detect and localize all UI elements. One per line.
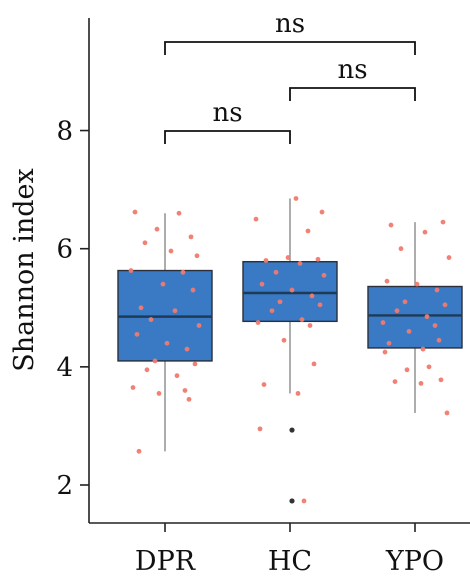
dpr-point-4	[142, 240, 148, 246]
y-tick-label-8: 8	[56, 117, 73, 147]
y-tick-label-2: 2	[56, 471, 73, 501]
dpr-point-14	[196, 323, 202, 328]
dpr-point-24	[156, 391, 162, 396]
dpr-point-0	[132, 209, 138, 215]
dpr-point-25	[186, 396, 192, 402]
ypo-point-23	[418, 380, 424, 386]
ypo-point-15	[436, 337, 442, 343]
dpr-point-16	[164, 340, 170, 346]
bracket-dpr-ypo	[164, 41, 416, 55]
hc-point-23	[257, 426, 263, 432]
sig-label-dpr-hc: ns	[212, 98, 242, 128]
hc-point-16	[299, 317, 305, 322]
ypo-point-1	[388, 222, 394, 228]
hc-box	[242, 260, 338, 323]
hc-point-10	[259, 281, 265, 287]
x-tick-label-dpr: DPR	[135, 546, 196, 577]
hc-point-2	[253, 216, 259, 222]
hc-point-6	[263, 258, 269, 263]
dpr-point-5	[168, 248, 174, 254]
hc-point-14	[317, 302, 323, 308]
hc-point-15	[269, 308, 275, 314]
dpr-point-19	[192, 361, 198, 367]
ypo-point-7	[434, 287, 440, 293]
hc-point-18	[307, 323, 313, 328]
hc-outlier-0	[289, 427, 295, 433]
dpr-point-26	[136, 448, 142, 454]
dpr-point-11	[138, 305, 144, 311]
hc-point-24	[301, 498, 307, 504]
dpr-point-13	[148, 317, 154, 322]
dpr-point-18	[152, 358, 158, 364]
ypo-point-8	[402, 299, 408, 305]
hc-point-9	[321, 272, 327, 278]
ypo-point-3	[398, 246, 404, 252]
dpr-point-12	[172, 308, 178, 314]
y-axis-label: Shannon index	[9, 168, 40, 372]
dpr-point-6	[194, 253, 200, 259]
hc-point-7	[297, 261, 303, 266]
ypo-point-24	[444, 410, 450, 416]
hc-point-5	[315, 256, 321, 262]
hc-point-1	[319, 209, 325, 215]
y-tick-label-6: 6	[56, 235, 73, 265]
ypo-point-5	[384, 278, 390, 284]
dpr-point-15	[134, 331, 140, 337]
ypo-point-10	[394, 308, 400, 314]
dpr-point-3	[188, 234, 194, 240]
dpr-point-22	[130, 385, 136, 390]
ypo-point-2	[422, 229, 428, 235]
ypo-point-13	[432, 323, 438, 328]
dpr-point-20	[144, 367, 150, 373]
ypo-point-22	[392, 379, 398, 385]
hc-outlier-1	[289, 498, 295, 504]
hc-point-3	[305, 228, 311, 234]
ypo-point-19	[426, 364, 432, 370]
ypo-point-17	[420, 346, 426, 352]
hc-point-12	[309, 293, 315, 299]
dpr-point-7	[128, 268, 134, 273]
ypo-point-11	[424, 314, 430, 320]
ypo-box	[367, 285, 463, 349]
hc-point-0	[293, 196, 299, 201]
bracket-hc-ypo	[289, 87, 416, 101]
dpr-point-1	[176, 210, 182, 216]
ypo-point-4	[446, 255, 452, 260]
hc-point-13	[277, 299, 283, 305]
ypo-point-16	[386, 340, 392, 346]
ypo-point-9	[442, 302, 448, 308]
hc-point-11	[289, 287, 295, 293]
hc-point-17	[255, 320, 261, 325]
dpr-point-17	[184, 346, 190, 352]
plot-area: 2 4 6 8 DPR HC YPO ns ns ns	[56, 9, 470, 577]
ypo-point-6	[414, 281, 420, 287]
ypo-point-18	[382, 349, 388, 355]
sig-label-hc-ypo: ns	[337, 55, 367, 85]
dpr-point-2	[154, 226, 160, 232]
hc-point-4	[285, 255, 291, 260]
ypo-point-0	[440, 219, 446, 225]
dpr-point-8	[180, 269, 186, 275]
hc-point-20	[311, 361, 317, 367]
dpr-point-23	[182, 388, 188, 393]
hc-point-8	[273, 269, 279, 275]
bracket-dpr-hc	[164, 130, 291, 144]
ypo-point-20	[404, 367, 410, 373]
ypo-point-14	[406, 329, 412, 334]
sig-label-dpr-ypo: ns	[275, 9, 305, 39]
x-tick-label-ypo: YPO	[385, 546, 444, 577]
y-tick-label-4: 4	[56, 353, 73, 383]
hc-point-21	[261, 382, 267, 387]
ypo-point-21	[438, 377, 444, 383]
ypo-point-12	[380, 320, 386, 325]
hc-point-19	[281, 337, 287, 343]
hc-point-22	[295, 391, 301, 396]
dpr-point-10	[190, 287, 196, 293]
dpr-point-21	[174, 373, 180, 379]
x-tick-label-hc: HC	[268, 546, 312, 577]
dpr-point-9	[160, 281, 166, 287]
